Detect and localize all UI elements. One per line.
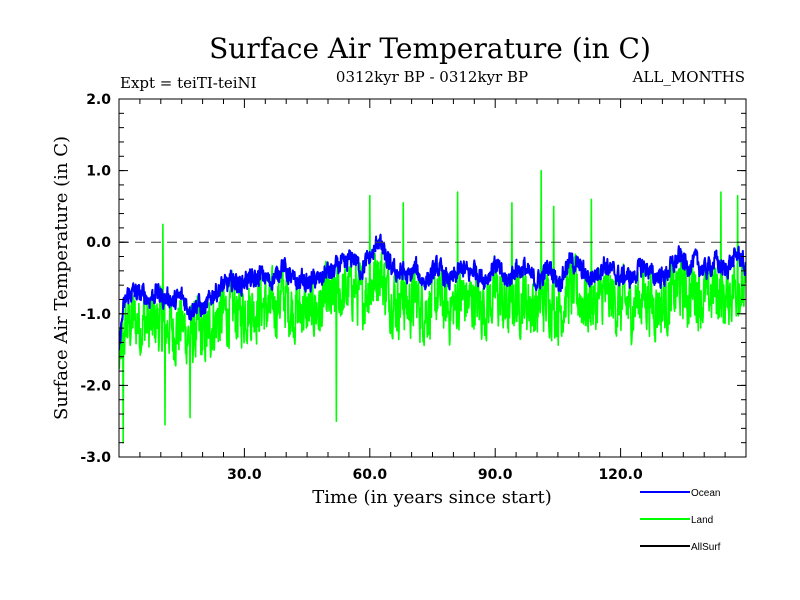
legend-label-allsurf: AllSurf xyxy=(691,542,721,553)
plot-area: -3.0 -2.0 -1.0 0.0 1.0 2.0 30.0 60.0 90.0 120.0 xyxy=(80,92,747,483)
y-tick-label: -2.0 xyxy=(80,378,111,394)
ticks-layer: -3.0 -2.0 -1.0 0.0 1.0 2.0 30.0 60.0 90.0 120.0 xyxy=(80,92,746,483)
series-line-ocean xyxy=(119,233,746,351)
series-layer xyxy=(119,169,746,444)
x-tick-label: 120.0 xyxy=(598,467,643,483)
legend: Ocean Land AllSurf xyxy=(640,488,721,553)
y-tick-label: -3.0 xyxy=(80,450,111,466)
legend-label-land: Land xyxy=(691,515,713,526)
period-label: 0312kyr BP - 0312kyr BP xyxy=(336,68,528,86)
y-axis-label: Surface Air Temperature (in C) xyxy=(51,136,72,420)
x-tick-label: 60.0 xyxy=(353,467,388,483)
chart-title: Surface Air Temperature (in C) xyxy=(209,32,651,65)
x-tick-label: 30.0 xyxy=(227,467,262,483)
legend-label-ocean: Ocean xyxy=(691,488,720,499)
months-label: ALL_MONTHS xyxy=(632,68,745,86)
experiment-label: Expt = teiTI-teiNI xyxy=(120,74,257,92)
y-tick-label: 2.0 xyxy=(86,92,111,108)
x-tick-label: 90.0 xyxy=(478,467,513,483)
y-tick-label: -1.0 xyxy=(80,307,111,323)
y-tick-label: 0.0 xyxy=(86,235,111,251)
x-axis-label: Time (in years since start) xyxy=(312,487,552,508)
y-tick-label: 1.0 xyxy=(86,164,111,180)
